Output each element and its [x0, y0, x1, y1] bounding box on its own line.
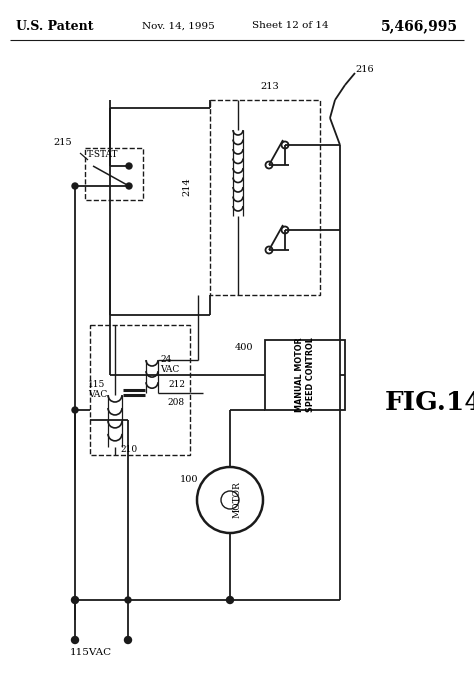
- Bar: [90, 325, 190, 455]
- Text: 115: 115: [88, 380, 105, 389]
- Circle shape: [227, 596, 234, 603]
- Circle shape: [126, 183, 132, 189]
- Text: 214: 214: [182, 177, 191, 196]
- Circle shape: [72, 637, 79, 644]
- Text: 400: 400: [235, 343, 254, 352]
- Text: Nov. 14, 1995: Nov. 14, 1995: [142, 22, 214, 31]
- Bar: [210, 100, 320, 295]
- Text: 5,466,995: 5,466,995: [381, 19, 458, 33]
- Bar: [85, 148, 143, 200]
- Circle shape: [126, 163, 132, 169]
- Text: Sheet 12 of 14: Sheet 12 of 14: [252, 22, 328, 31]
- Text: 213: 213: [260, 82, 279, 91]
- Text: 210: 210: [120, 445, 137, 454]
- Text: 212: 212: [168, 380, 185, 389]
- Bar: [265, 340, 345, 410]
- Circle shape: [125, 597, 131, 603]
- Text: VAC: VAC: [88, 390, 107, 399]
- Text: MANUAL MOTOR
SPEED CONTROL: MANUAL MOTOR SPEED CONTROL: [295, 338, 315, 413]
- Circle shape: [125, 637, 131, 644]
- Text: 208: 208: [168, 398, 185, 407]
- Text: MOTOR: MOTOR: [233, 482, 242, 519]
- Circle shape: [72, 183, 78, 189]
- Text: U.S. Patent: U.S. Patent: [16, 19, 93, 33]
- Text: T-STAT: T-STAT: [87, 150, 118, 159]
- Text: 100: 100: [180, 475, 199, 484]
- Text: 115VAC: 115VAC: [70, 648, 112, 657]
- Text: FIG.14: FIG.14: [385, 390, 474, 415]
- Circle shape: [72, 407, 78, 413]
- Circle shape: [72, 596, 79, 603]
- Text: 215: 215: [53, 138, 72, 147]
- Text: 216: 216: [355, 65, 374, 74]
- Text: VAC: VAC: [160, 365, 179, 374]
- Text: 24: 24: [160, 355, 172, 364]
